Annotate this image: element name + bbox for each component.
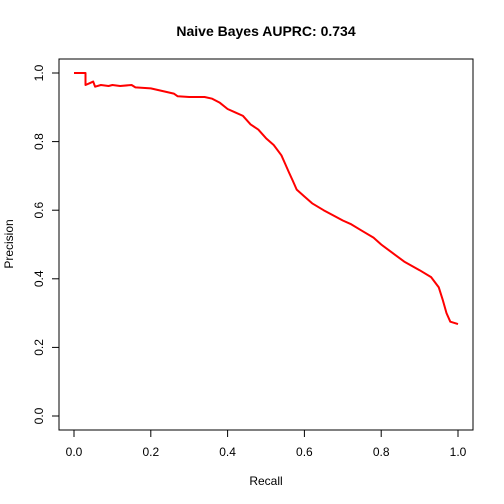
x-tick-label: 1.0 (450, 445, 467, 459)
y-tick-label: 0.2 (32, 339, 46, 356)
x-axis: 0.0 0.2 0.4 0.6 0.8 1.0 (66, 429, 467, 459)
x-tick-label: 0.2 (142, 445, 159, 459)
y-tick-label: 0.8 (32, 133, 46, 150)
plot-frame (58, 58, 474, 431)
chart-title: Naive Bayes AUPRC: 0.734 (176, 23, 355, 39)
y-tick-label: 0.6 (32, 202, 46, 219)
precision-recall-curve (74, 72, 459, 326)
y-tick-label: 0.0 (32, 407, 46, 424)
x-tick-label: 0.6 (296, 445, 313, 459)
y-tick-label: 1.0 (32, 64, 46, 81)
x-tick-label: 0.4 (219, 445, 236, 459)
x-tick-label: 0.8 (373, 445, 390, 459)
series-layer (74, 72, 459, 326)
x-tick-label: 0.0 (66, 445, 83, 459)
y-tick-label: 0.4 (32, 270, 46, 287)
x-axis-label: Recall (249, 474, 282, 488)
y-axis: 0.0 0.2 0.4 0.6 0.8 1.0 (32, 64, 60, 424)
y-axis-label: Precision (2, 219, 16, 268)
